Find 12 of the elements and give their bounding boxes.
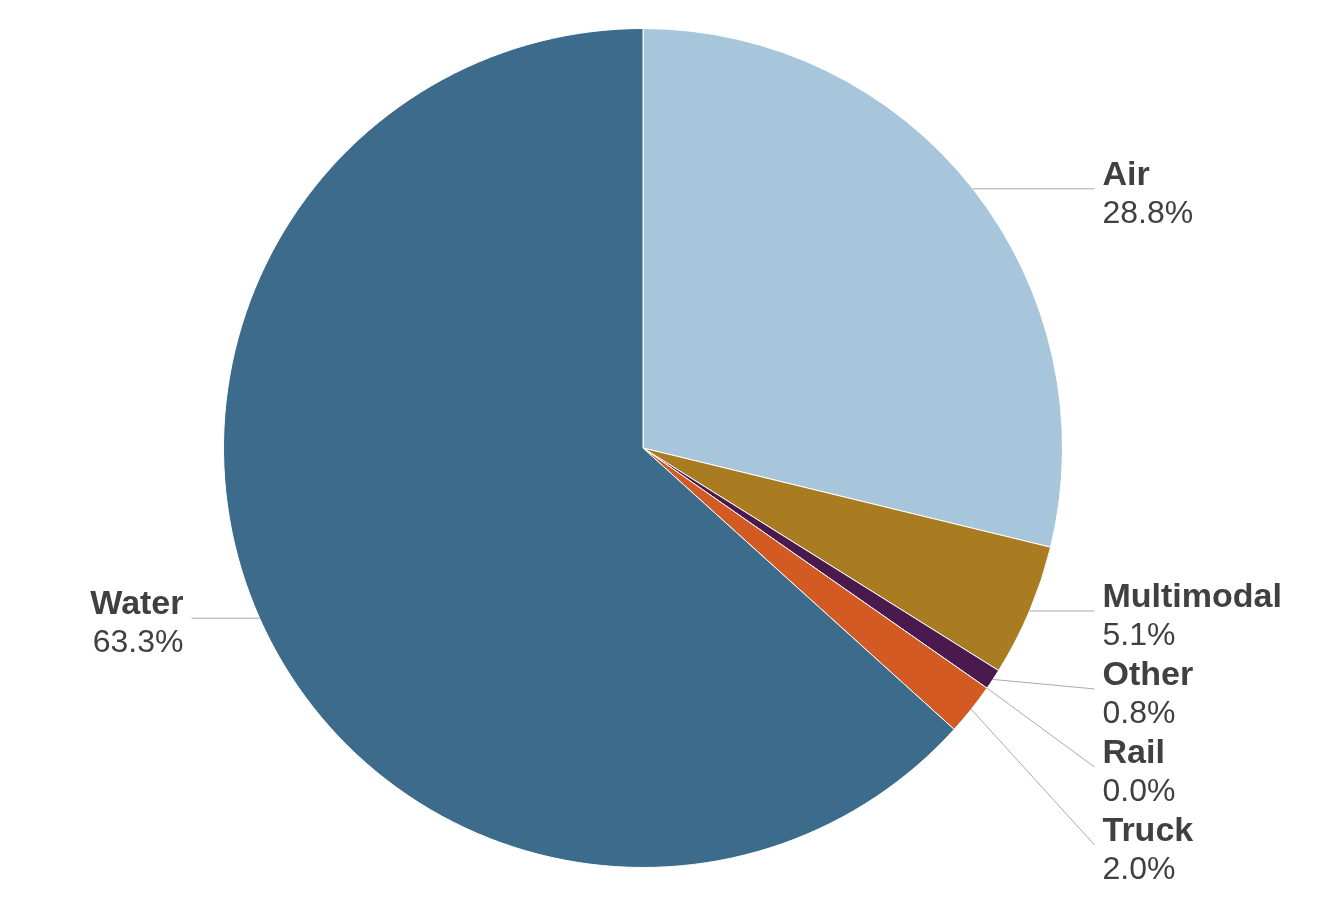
- slice-label: Other: [1102, 653, 1194, 692]
- data-label: 5.1%: [1102, 615, 1176, 652]
- data-label: 2.0%: [1102, 849, 1176, 886]
- data-label: 0.8%: [1102, 693, 1176, 730]
- data-label: 63.3%: [92, 623, 184, 660]
- legend-label: Rail: [1102, 731, 1165, 770]
- slice-label: Truck: [1102, 809, 1194, 848]
- slice-label: Water: [90, 583, 184, 622]
- slice-label: Multimodal: [1102, 575, 1282, 614]
- text: 0.0%: [1102, 771, 1176, 808]
- data-label: 28.8%: [1102, 193, 1194, 230]
- slice-label: Air: [1102, 153, 1150, 192]
